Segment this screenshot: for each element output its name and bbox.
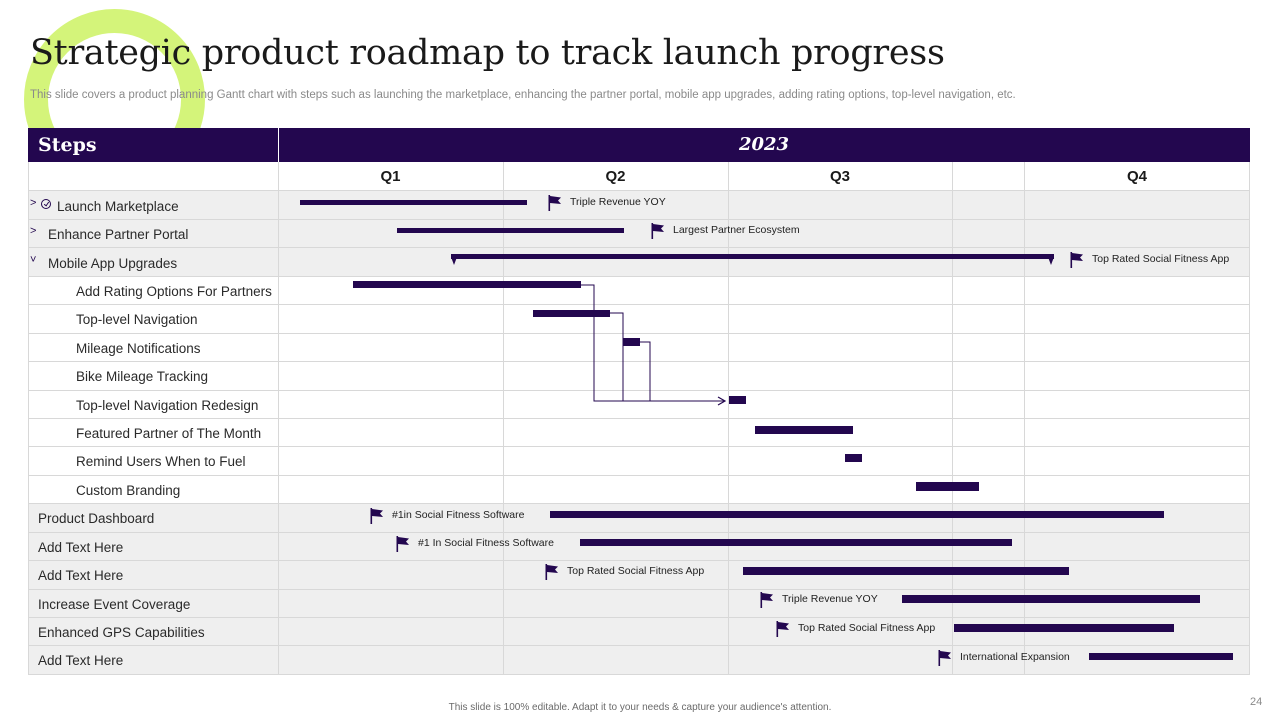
footer-note: This slide is 100% editable. Adapt it to…: [448, 702, 832, 713]
gantt-bar: [902, 595, 1200, 603]
quarter-label-q1: Q1: [380, 168, 401, 185]
milestone-label: #1 In Social Fitness Software: [418, 537, 554, 549]
gantt-bar: [916, 482, 979, 491]
flag-icon: [548, 195, 561, 211]
substep-label: Custom Branding: [76, 483, 181, 498]
quarter-label-q2: Q2: [605, 168, 626, 185]
gantt-bar: [533, 310, 610, 317]
grid-line: [1024, 162, 1025, 675]
gantt-row: [28, 618, 1250, 646]
milestone-label: Triple Revenue YOY: [570, 196, 666, 208]
gantt-bar: [550, 511, 1164, 518]
quarter-label-q3: Q3: [829, 168, 850, 185]
gantt-bar: [954, 624, 1174, 632]
grid-line: [278, 162, 279, 675]
gantt-row: [28, 305, 1250, 334]
gantt-row: [28, 419, 1250, 447]
gantt-bar: [300, 200, 527, 205]
substep-label: Add Rating Options For Partners: [76, 284, 272, 299]
substep-label: Bike Mileage Tracking: [76, 369, 209, 384]
milestone-label: Top Rated Social Fitness App: [1092, 253, 1230, 265]
steps-header: Steps: [38, 134, 97, 156]
expand-chevron-icon[interactable]: >: [30, 197, 37, 209]
substep-label: Remind Users When to Fuel: [76, 454, 246, 469]
collapse-chevron-icon[interactable]: ˅: [30, 254, 37, 266]
step-label-enhance-partner-portal: Enhance Partner Portal: [48, 227, 189, 242]
step-label: Increase Event Coverage: [38, 597, 191, 612]
step-label: Add Text Here: [38, 653, 124, 668]
gantt-row: [28, 646, 1250, 675]
flag-icon: [651, 223, 664, 239]
gantt-bar: [743, 567, 1069, 575]
substep-label: Top-level Navigation: [76, 312, 198, 327]
gantt-bar: [755, 426, 853, 434]
dependency-line: [640, 341, 651, 401]
substep-label: Mileage Notifications: [76, 341, 201, 356]
step-label: Product Dashboard: [38, 511, 155, 526]
gantt-row: [28, 391, 1250, 419]
flag-icon: [545, 564, 558, 580]
gantt-row: [28, 447, 1250, 476]
clock-icon: [41, 199, 51, 209]
milestone-label: Top Rated Social Fitness App: [798, 622, 936, 634]
grid-line: [728, 162, 729, 675]
gantt-chart: Steps 2023 Q1 Q2 Q3 Q4 > Launch Marketpl…: [28, 128, 1250, 675]
milestone-label: International Expansion: [960, 651, 1070, 663]
substep-label: Featured Partner of The Month: [76, 426, 262, 441]
gantt-bar: [845, 454, 862, 462]
quarter-header-row: [28, 162, 1250, 191]
year-header: 2023: [738, 134, 790, 155]
gantt-row: [28, 362, 1250, 391]
header-band: Steps 2023: [28, 128, 1250, 162]
grid-line: [952, 162, 953, 675]
gantt-summary-bar: [451, 254, 1054, 259]
gantt-bar: [353, 281, 581, 288]
summary-end-marker: [1048, 257, 1054, 265]
milestone-label: #1in Social Fitness Software: [392, 509, 525, 521]
gantt-row: [28, 191, 1250, 220]
milestone-label: Largest Partner Ecosystem: [673, 224, 800, 236]
page-subtitle: This slide covers a product planning Gan…: [30, 89, 1016, 101]
page-title: Strategic product roadmap to track launc…: [30, 33, 945, 73]
gantt-bar: [729, 396, 746, 404]
summary-start-marker: [451, 257, 457, 265]
header-divider: [278, 128, 279, 162]
flag-icon: [776, 621, 789, 637]
dependency-line: [581, 284, 724, 402]
gantt-row: [28, 277, 1250, 305]
gantt-bar: [397, 228, 624, 233]
expand-chevron-icon[interactable]: >: [30, 225, 37, 237]
step-label: Add Text Here: [38, 568, 124, 583]
grid-line: [503, 162, 504, 675]
milestone-label: Triple Revenue YOY: [782, 593, 878, 605]
step-label: Add Text Here: [38, 540, 124, 555]
substep-label: Top-level Navigation Redesign: [76, 398, 259, 413]
step-label-launch-marketplace: Launch Marketplace: [57, 199, 179, 214]
dependency-line: [610, 312, 624, 401]
gantt-row: [28, 590, 1250, 618]
gantt-row: [28, 561, 1250, 590]
gantt-row: [28, 220, 1250, 248]
page-number: 24: [1250, 696, 1263, 708]
gantt-row: [28, 248, 1250, 277]
flag-icon: [1070, 252, 1083, 268]
quarter-label-q4: Q4: [1126, 168, 1147, 185]
flag-icon: [760, 592, 773, 608]
gantt-bar: [1089, 653, 1233, 660]
flag-icon: [396, 536, 409, 552]
arrow-head-icon: [717, 396, 727, 406]
gantt-row: [28, 533, 1250, 561]
milestone-label: Top Rated Social Fitness App: [567, 565, 705, 577]
step-label: Enhanced GPS Capabilities: [38, 625, 205, 640]
gantt-bar: [580, 539, 1012, 546]
gantt-row: [28, 504, 1250, 533]
flag-icon: [938, 650, 951, 666]
dependency-connectors: [451, 257, 1054, 406]
gantt-bar: [623, 338, 640, 346]
flag-icon: [370, 508, 383, 524]
step-label-mobile-app-upgrades: Mobile App Upgrades: [48, 256, 178, 271]
gantt-row: [28, 476, 1250, 504]
